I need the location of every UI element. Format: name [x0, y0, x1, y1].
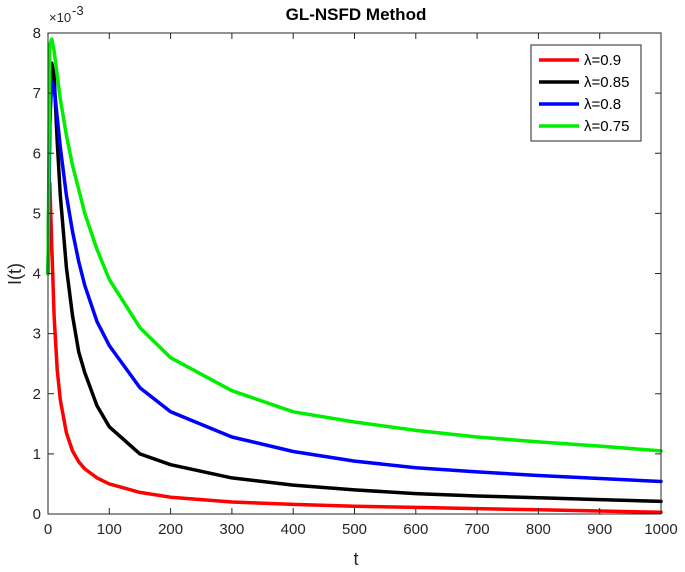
y-tick-label: 8 — [33, 25, 41, 42]
series-line-0 — [46, 181, 663, 514]
y-tick-label: 4 — [33, 266, 41, 283]
x-axis: 0 100 200 300 400 500 600 700 800 900 1000 — [44, 33, 678, 538]
x-tick-label: 500 — [342, 521, 367, 538]
legend-entry-3: λ=0.75 — [584, 118, 629, 135]
legend-entry-2: λ=0.8 — [584, 96, 621, 113]
x-tick-label: 200 — [158, 521, 183, 538]
x-tick-label: 700 — [465, 521, 490, 538]
x-tick-label: 800 — [526, 521, 551, 538]
y-tick-label: 1 — [33, 446, 41, 463]
x-tick-label: 0 — [44, 521, 52, 538]
legend-entry-1: λ=0.85 — [584, 74, 629, 91]
y-axis-multiplier: ×10 -3 — [49, 3, 84, 25]
chart-title: GL-NSFD Method — [286, 5, 427, 24]
y-axis-label: I(t) — [5, 263, 25, 285]
legend: λ=0.9 λ=0.85 λ=0.8 λ=0.75 — [530, 44, 642, 142]
y-tick-label: 0 — [33, 506, 41, 523]
y-tick-label: 3 — [33, 326, 41, 343]
y-multiplier-exponent: -3 — [72, 3, 84, 18]
x-axis-label: t — [353, 549, 358, 569]
series-line-2 — [46, 79, 663, 484]
x-tick-label: 600 — [403, 521, 428, 538]
y-multiplier-base: ×10 — [49, 10, 71, 25]
y-tick-label: 6 — [33, 145, 41, 162]
y-tick-label: 5 — [33, 205, 41, 222]
x-tick-label: 300 — [219, 521, 244, 538]
y-tick-label: 7 — [33, 85, 41, 102]
series-layer — [46, 37, 663, 514]
x-tick-label: 400 — [281, 521, 306, 538]
legend-entry-0: λ=0.9 — [584, 52, 621, 69]
y-axis: 0 1 2 3 4 5 6 7 8 — [33, 25, 661, 523]
x-tick-label: 900 — [587, 521, 612, 538]
x-tick-label: 100 — [97, 521, 122, 538]
x-tick-label: 1000 — [644, 521, 677, 538]
y-tick-label: 2 — [33, 386, 41, 403]
series-line-3 — [46, 37, 663, 453]
